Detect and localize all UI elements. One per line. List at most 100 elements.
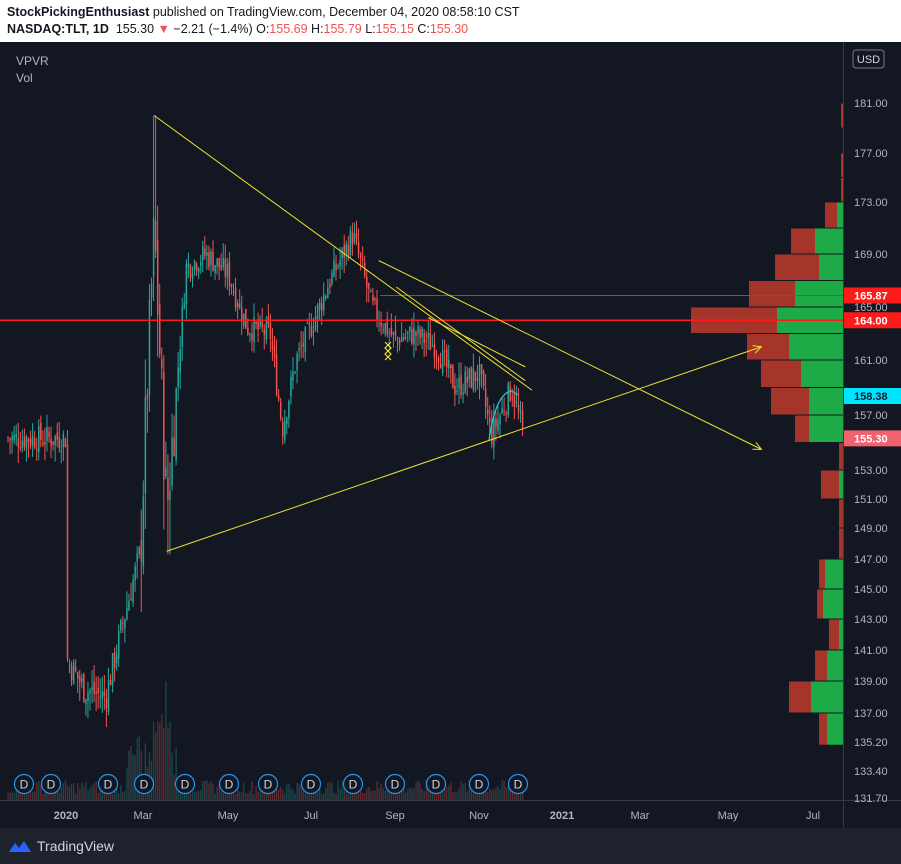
candle-body bbox=[327, 288, 329, 299]
volume-bar bbox=[17, 792, 19, 800]
candle-body bbox=[286, 417, 288, 425]
event-marker-icon[interactable] bbox=[13, 773, 35, 795]
event-marker-icon[interactable] bbox=[174, 773, 196, 795]
candle-body bbox=[54, 436, 56, 446]
trendline[interactable] bbox=[153, 115, 533, 391]
event-marker-icon[interactable] bbox=[97, 773, 119, 795]
candle-body bbox=[17, 438, 20, 447]
candle-body bbox=[19, 447, 22, 449]
candle-body bbox=[314, 316, 317, 331]
candle-body bbox=[124, 619, 126, 629]
candle-body bbox=[443, 351, 446, 353]
candle-body bbox=[437, 357, 440, 363]
volume-bar bbox=[485, 785, 487, 800]
y-tick-label: 147.00 bbox=[854, 554, 888, 566]
volume-profile-up-bar bbox=[827, 650, 843, 681]
candle-body bbox=[402, 337, 405, 340]
price-chart[interactable]: D D D D D D D D D D D D D 2020 Mar May Jul Sep Nov 2021 Mar M… bbox=[0, 42, 901, 828]
event-marker-icon[interactable] bbox=[507, 773, 529, 795]
volume-bar bbox=[314, 789, 317, 800]
candle-body bbox=[40, 423, 42, 440]
volume-bar bbox=[382, 788, 384, 800]
volume-bar bbox=[282, 789, 284, 800]
candle-body bbox=[511, 397, 514, 399]
y-tick-label: 161.00 bbox=[854, 355, 888, 367]
volume-bar bbox=[501, 780, 503, 800]
event-marker-icon[interactable] bbox=[468, 773, 490, 795]
candle-body bbox=[44, 441, 46, 445]
volume-bar bbox=[495, 788, 497, 800]
volume-bar bbox=[364, 793, 366, 800]
candle-body bbox=[91, 686, 93, 691]
volume-profile-down-bar bbox=[841, 153, 843, 177]
candle-body bbox=[273, 346, 276, 358]
event-marker-icon[interactable] bbox=[300, 773, 322, 795]
candle-body bbox=[140, 540, 143, 562]
candle-body bbox=[452, 365, 454, 389]
volume-bar bbox=[46, 788, 48, 800]
candle-body bbox=[359, 253, 362, 259]
candle-body bbox=[175, 388, 177, 461]
indicator-vpvr[interactable]: VPVR bbox=[16, 54, 49, 68]
candle-body bbox=[515, 401, 518, 404]
trendline[interactable] bbox=[166, 346, 762, 552]
event-marker-icon[interactable] bbox=[342, 773, 364, 795]
candle-body bbox=[220, 265, 222, 270]
candle-body bbox=[298, 347, 300, 351]
y-tick-label: 143.00 bbox=[854, 614, 888, 626]
volume-bar bbox=[419, 782, 421, 800]
candle-body bbox=[200, 262, 202, 266]
event-marker-icon[interactable] bbox=[40, 773, 62, 795]
event-marker-icon[interactable] bbox=[133, 773, 155, 795]
brand-label: TradingView bbox=[37, 838, 115, 854]
volume-bar bbox=[116, 783, 118, 800]
event-marker-label: D bbox=[432, 778, 441, 792]
candle-body bbox=[310, 325, 313, 337]
candle-body bbox=[482, 371, 485, 387]
candle-body bbox=[351, 232, 354, 245]
symbol-label[interactable]: NASDAQ:TLT, 1D bbox=[7, 22, 109, 36]
x-tick-label: May bbox=[718, 810, 739, 822]
candle-body bbox=[364, 262, 366, 276]
volume-bar bbox=[466, 791, 468, 800]
candle-body bbox=[193, 260, 196, 271]
candle-body bbox=[345, 243, 348, 254]
trendline[interactable] bbox=[378, 260, 762, 450]
candle-body bbox=[11, 436, 13, 441]
close-label: C: bbox=[417, 22, 430, 36]
volume-bar bbox=[202, 780, 204, 800]
candle-body bbox=[302, 343, 304, 347]
candle-body bbox=[33, 438, 36, 448]
candle-body bbox=[476, 378, 479, 381]
event-marker-icon[interactable] bbox=[425, 773, 447, 795]
volume-bar bbox=[312, 788, 315, 800]
candle-body bbox=[263, 329, 266, 335]
author-name[interactable]: StockPickingEnthusiast bbox=[7, 5, 150, 19]
candle-body bbox=[505, 412, 507, 414]
tradingview-brand[interactable]: TradingView bbox=[8, 838, 114, 854]
currency-box[interactable] bbox=[852, 49, 885, 69]
candle-body bbox=[62, 434, 65, 448]
trendline[interactable] bbox=[427, 317, 526, 368]
candle-body bbox=[105, 697, 108, 709]
candle-body bbox=[206, 252, 208, 257]
event-marker-icon[interactable] bbox=[218, 773, 240, 795]
event-marker-icon[interactable] bbox=[257, 773, 279, 795]
volume-bar bbox=[491, 790, 493, 800]
volume-bar bbox=[431, 788, 434, 800]
event-marker-icon[interactable] bbox=[384, 773, 406, 795]
indicator-vol[interactable]: Vol bbox=[16, 71, 33, 85]
volume-bar bbox=[499, 789, 501, 800]
candle-body bbox=[36, 448, 38, 451]
volume-bar bbox=[64, 780, 67, 800]
price-label: 164.00 bbox=[854, 315, 888, 327]
candle-body bbox=[56, 432, 58, 440]
candle-body bbox=[405, 337, 407, 339]
volume-bar bbox=[208, 783, 210, 800]
volume-bar bbox=[429, 788, 431, 800]
candle-body bbox=[236, 303, 239, 308]
candle-body bbox=[66, 443, 69, 660]
volume-bar bbox=[50, 791, 52, 800]
candle-body bbox=[294, 371, 296, 373]
candle-body bbox=[411, 328, 413, 344]
